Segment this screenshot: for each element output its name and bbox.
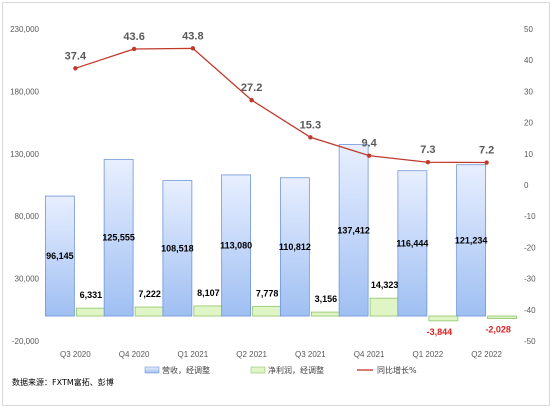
net-profit-bar bbox=[75, 307, 106, 317]
net-profit-bar bbox=[487, 315, 518, 319]
net-profit-value-label: 8,107 bbox=[197, 288, 220, 298]
revenue-bar bbox=[44, 195, 75, 317]
left-axis-tick-label: 80,000 bbox=[15, 212, 40, 221]
net-profit-value-label: -2,028 bbox=[485, 325, 511, 335]
growth-point bbox=[366, 153, 372, 158]
growth-point bbox=[308, 135, 313, 140]
growth-point bbox=[131, 46, 137, 52]
x-axis-category-label: Q1 2021 bbox=[178, 350, 209, 359]
growth-point bbox=[73, 66, 78, 71]
legend-growth-label: 同比增长% bbox=[377, 365, 417, 375]
growth-value-label: 9.4 bbox=[361, 138, 377, 150]
revenue-bar bbox=[162, 180, 193, 317]
revenue-value-label: 125,555 bbox=[102, 233, 135, 243]
right-axis-tick-label: 20 bbox=[524, 119, 533, 128]
revenue-bar bbox=[221, 174, 252, 317]
legend-profit-label: 净利润，经调整 bbox=[268, 365, 324, 375]
x-axis-category-label: Q3 2021 bbox=[295, 350, 326, 359]
revenue-value-label: 108,518 bbox=[161, 243, 194, 253]
revenue-value-label: 113,080 bbox=[220, 240, 252, 250]
growth-value-label: 43.6 bbox=[123, 31, 144, 43]
bar-series bbox=[44, 144, 518, 322]
revenue-value-label: 110,812 bbox=[279, 242, 311, 252]
net-profit-value-label: 3,156 bbox=[315, 294, 338, 304]
x-axis-category-labels: Q3 2020 Q4 2020 Q1 2021 Q2 2021 Q3 2021 Q4 20… bbox=[60, 350, 502, 359]
net-profit-value-label: -3,844 bbox=[427, 327, 453, 337]
net-profit-bar bbox=[193, 305, 224, 317]
net-profit-bar bbox=[310, 311, 341, 317]
right-axis-tick-label: 40 bbox=[524, 56, 533, 65]
right-y-axis: -50 -40 -30 -20 -10 0 10 20 30 40 50 bbox=[524, 25, 536, 346]
net-profit-bar bbox=[428, 315, 459, 322]
revenue-bar bbox=[279, 177, 310, 317]
right-axis-tick-label: -50 bbox=[524, 337, 536, 346]
x-axis-category-label: Q4 2021 bbox=[354, 350, 385, 359]
right-axis-tick-label: -30 bbox=[524, 275, 536, 284]
growth-value-label: 43.8 bbox=[182, 30, 203, 42]
growth-point bbox=[425, 160, 431, 165]
right-axis-tick-label: 10 bbox=[524, 150, 533, 159]
x-axis-category-label: Q2 2022 bbox=[471, 350, 502, 359]
net-profit-value-label: 6,331 bbox=[80, 290, 103, 300]
net-profit-bar bbox=[134, 306, 165, 317]
right-axis-tick-label: -10 bbox=[524, 212, 536, 221]
right-axis-tick-label: -20 bbox=[524, 243, 536, 252]
net-profit-value-label: 14,323 bbox=[371, 280, 399, 290]
growth-line-series bbox=[73, 46, 489, 165]
revenue-bar bbox=[338, 144, 369, 317]
net-profit-value-label: 7,222 bbox=[138, 289, 161, 299]
left-axis-tick-label: 180,000 bbox=[10, 87, 39, 96]
left-axis-tick-label: 230,000 bbox=[10, 25, 39, 34]
growth-point bbox=[484, 160, 489, 165]
legend-revenue-swatch bbox=[144, 366, 160, 374]
growth-point bbox=[249, 97, 254, 103]
revenue-value-label: 116,444 bbox=[396, 238, 428, 248]
revenue-value-label: 121,234 bbox=[455, 235, 488, 245]
net-profit-value-label: 7,778 bbox=[256, 288, 279, 298]
left-axis-tick-label: 30,000 bbox=[15, 275, 40, 284]
x-axis-category-label: Q3 2020 bbox=[60, 350, 91, 359]
growth-point bbox=[190, 46, 196, 51]
revenue-value-label: 96,145 bbox=[46, 251, 74, 261]
legend-revenue-label: 营收，经调整 bbox=[162, 365, 210, 375]
left-y-axis: -20,000 30,000 80,000 130,000 180,000 230,000 bbox=[10, 25, 39, 346]
growth-line bbox=[75, 47, 487, 164]
right-axis-tick-label: 0 bbox=[524, 181, 529, 190]
growth-value-label: 7.2 bbox=[479, 145, 494, 157]
growth-value-label: 27.2 bbox=[241, 82, 262, 94]
growth-value-label: 37.4 bbox=[65, 50, 87, 62]
x-axis-category-label: Q4 2020 bbox=[119, 350, 150, 359]
growth-value-label: 7.3 bbox=[420, 144, 435, 156]
data-labels: 96,145 6,331 125,555 7,222 108,518 8,107 113,0… bbox=[46, 30, 511, 336]
revenue-bar bbox=[103, 158, 134, 317]
revenue-bar bbox=[456, 164, 487, 317]
revenue-value-label: 137,412 bbox=[337, 225, 370, 235]
right-axis-tick-label: -40 bbox=[524, 306, 536, 315]
right-axis-tick-label: 30 bbox=[524, 87, 533, 96]
net-profit-bar bbox=[252, 305, 283, 317]
legend: 营收，经调整 净利润，经调整 同比增长% bbox=[144, 365, 417, 375]
x-axis-category-label: Q1 2022 bbox=[413, 350, 444, 359]
growth-value-label: 15.3 bbox=[300, 119, 321, 131]
legend-profit-swatch bbox=[250, 366, 266, 374]
right-axis-tick-label: 50 bbox=[524, 25, 533, 34]
source-note: 数据来源：FXTM富拓、彭博 bbox=[12, 377, 114, 387]
left-axis-tick-label: 130,000 bbox=[10, 150, 39, 159]
left-axis-tick-label: -20,000 bbox=[12, 337, 40, 346]
revenue-bar bbox=[397, 170, 428, 317]
x-axis-category-label: Q2 2021 bbox=[236, 350, 267, 359]
net-profit-bar bbox=[369, 297, 400, 317]
